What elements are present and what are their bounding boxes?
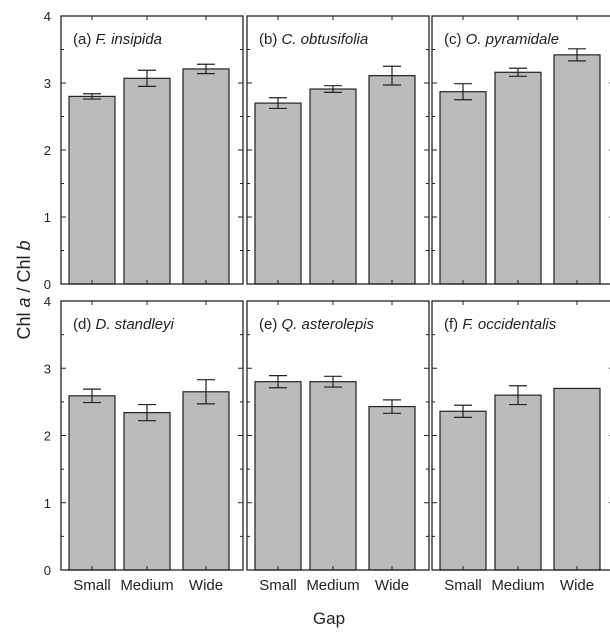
bar: [254, 102, 302, 285]
bar: [494, 71, 542, 285]
y-tick-label: 0: [44, 563, 51, 578]
category-label: Wide: [189, 577, 223, 594]
category-label: Wide: [560, 577, 594, 594]
y-axis-label-part: / Chl: [14, 250, 34, 297]
bar: [439, 91, 487, 285]
category-label: Medium: [491, 577, 544, 594]
panel-letter: (c): [444, 31, 466, 48]
category-label: Small: [259, 577, 297, 594]
panel-letter: (e): [259, 316, 282, 333]
y-tick-label: 4: [44, 294, 51, 309]
panel-title: (a) F. insipida: [73, 31, 162, 48]
y-axis-label-italic-b: b: [14, 240, 34, 250]
panel-species: F. occidentalis: [462, 316, 556, 333]
x-axis-label: Gap: [313, 609, 345, 628]
bar: [494, 394, 542, 571]
bar: [553, 387, 601, 571]
bar: [309, 381, 357, 571]
panel: (f) F. occidentalis Small Medium Wide: [431, 300, 610, 594]
panel-title: (c) O. pyramidale: [444, 31, 559, 48]
bar: [368, 405, 416, 571]
panel-letter: (f): [444, 316, 462, 333]
bar: [553, 54, 601, 285]
panel-species: D. standleyi: [96, 316, 175, 333]
bar: [368, 75, 416, 285]
y-tick-label: 4: [44, 9, 51, 24]
category-label: Medium: [120, 577, 173, 594]
panel-title: (d) D. standleyi: [73, 316, 175, 333]
bar: [254, 381, 302, 571]
bar: [182, 68, 230, 285]
panel: 0 1 2 3 4 (d) D. standleyi Small Medium Wide: [44, 294, 244, 594]
bar: [68, 95, 116, 285]
y-axis-label: Chl a / Chl b: [14, 240, 34, 339]
y-tick-label: 2: [44, 143, 51, 158]
panel-letter: (d): [73, 316, 96, 333]
bar: [182, 391, 230, 571]
category-label: Small: [73, 577, 111, 594]
y-tick-label: 3: [44, 361, 51, 376]
panel: (e) Q. asterolepis Small Medium Wide: [246, 300, 430, 594]
panel-species: C. obtusifolia: [282, 31, 369, 48]
category-label: Medium: [306, 577, 359, 594]
y-axis-label-italic-a: a: [14, 298, 34, 308]
panel-species: Q. asterolepis: [282, 316, 375, 333]
y-tick-label: 0: [44, 277, 51, 292]
bar: [309, 88, 357, 285]
panel-letter: (b): [259, 31, 282, 48]
y-tick-label: 2: [44, 429, 51, 444]
panel-letter: (a): [73, 31, 96, 48]
y-tick-label: 1: [44, 210, 51, 225]
y-axis-label-part: Chl: [14, 308, 34, 340]
panel: (c) O. pyramidale: [431, 15, 610, 285]
y-tick-label: 1: [44, 496, 51, 511]
bar: [123, 77, 171, 285]
category-label: Wide: [375, 577, 409, 594]
y-tick-label: 3: [44, 76, 51, 91]
panel-title: (f) F. occidentalis: [444, 316, 557, 333]
panel-title: (b) C. obtusifolia: [259, 31, 368, 48]
panel-species: F. insipida: [96, 31, 162, 48]
panel-species: O. pyramidale: [466, 31, 559, 48]
bar: [123, 412, 171, 571]
panel: 0 1 2 3 4 (a) F. insipida: [44, 9, 244, 292]
bar: [68, 395, 116, 571]
panel-title: (e) Q. asterolepis: [259, 316, 375, 333]
category-label: Small: [444, 577, 482, 594]
panel: (b) C. obtusifolia: [246, 15, 430, 285]
bar: [439, 410, 487, 571]
